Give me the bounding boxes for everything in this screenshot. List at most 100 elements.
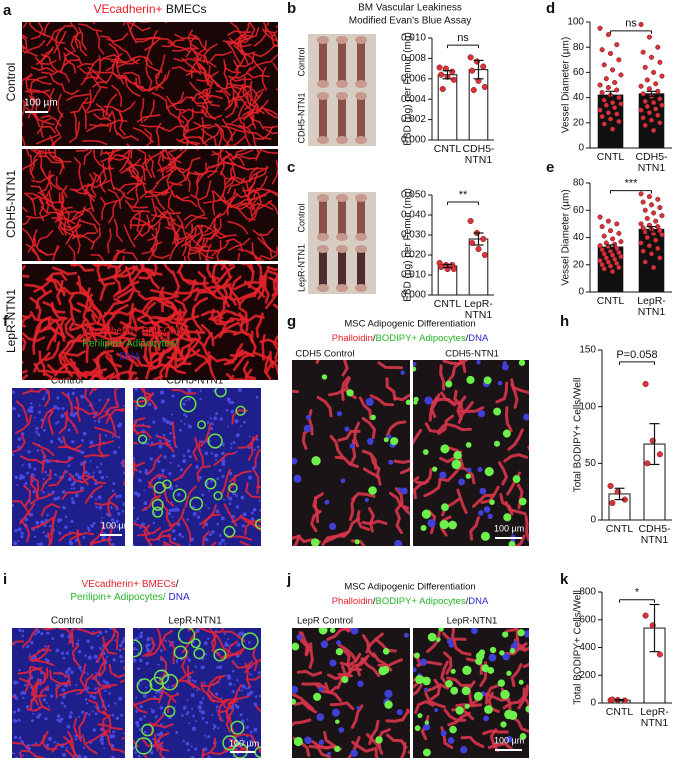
- stain: [133, 491, 139, 496]
- stain: [74, 737, 78, 741]
- stain: [424, 422, 446, 434]
- stain: [223, 64, 229, 90]
- stain: [201, 530, 210, 546]
- micrograph: [133, 388, 261, 546]
- femur-end: [336, 284, 348, 292]
- stain: [84, 484, 103, 504]
- stain: [46, 513, 49, 517]
- x-tick-label: CNTL: [605, 706, 634, 718]
- data-point: [605, 84, 611, 91]
- data-point: [640, 225, 646, 231]
- stain: [168, 173, 190, 186]
- stain: [92, 471, 95, 474]
- stain: [329, 628, 336, 633]
- stain: [366, 438, 374, 445]
- stain: [149, 335, 159, 360]
- stain: [25, 149, 30, 157]
- stain: [292, 693, 315, 711]
- stain: [73, 717, 83, 742]
- stain: [349, 443, 355, 449]
- y-tick-label: 0.004: [401, 94, 426, 105]
- stain: [116, 524, 120, 529]
- stain: [68, 244, 76, 261]
- stain: [122, 502, 125, 506]
- stain: [23, 39, 46, 54]
- stain: [247, 111, 265, 130]
- femur: [338, 247, 346, 290]
- stain: [223, 349, 244, 366]
- stain: [121, 510, 125, 513]
- stain: [238, 312, 249, 336]
- stain: [244, 368, 253, 380]
- stain: [225, 708, 235, 733]
- stain: [17, 539, 20, 542]
- stain: [132, 308, 155, 325]
- stain: [58, 410, 68, 434]
- stain: [235, 505, 240, 509]
- stain: [223, 135, 246, 146]
- stain: [57, 444, 83, 451]
- stain: [184, 214, 208, 221]
- stain: [245, 52, 264, 72]
- stain: [250, 511, 254, 515]
- stain: [73, 323, 91, 343]
- data-point: [640, 248, 646, 254]
- stain: [29, 694, 47, 710]
- stain: [217, 289, 237, 306]
- stain: [213, 416, 218, 421]
- stain: [251, 242, 259, 261]
- stain: [13, 735, 18, 739]
- stain: [69, 22, 73, 26]
- stain: [269, 350, 278, 375]
- panel-title: DNA: [119, 352, 140, 363]
- y-tick-label: 80: [573, 178, 585, 189]
- stain: [46, 317, 65, 336]
- stain: [106, 492, 116, 516]
- stain: [232, 441, 236, 444]
- stain: [253, 469, 260, 495]
- data-point: [657, 96, 663, 102]
- stain: [150, 707, 153, 710]
- stain: [78, 369, 103, 380]
- stain: [96, 465, 99, 469]
- stain: [92, 728, 96, 732]
- stain: [121, 640, 124, 644]
- stain: [182, 705, 187, 710]
- data-point: [603, 255, 609, 261]
- stain: [65, 651, 70, 655]
- column-label: CDH5-NTN1: [167, 376, 224, 387]
- stain: [158, 444, 163, 449]
- stain: [246, 72, 270, 79]
- annotation: ***: [625, 178, 639, 190]
- stain: [173, 223, 183, 247]
- stain: [450, 668, 456, 674]
- stain: [207, 433, 223, 449]
- stain: [100, 149, 104, 156]
- femur: [338, 38, 346, 86]
- row-label: LepR-NTN1: [4, 289, 18, 353]
- stain: [72, 480, 77, 485]
- data-point: [467, 54, 474, 61]
- stain: [223, 525, 236, 538]
- stain: [44, 372, 70, 380]
- y-tick-label: 40: [573, 232, 585, 243]
- stain: [336, 640, 342, 646]
- stain: [458, 478, 466, 486]
- femur-end: [316, 245, 329, 253]
- stain: [205, 243, 212, 261]
- stain: [175, 484, 178, 488]
- stain: [200, 675, 223, 688]
- stain: [223, 503, 238, 527]
- stain: [18, 736, 22, 740]
- stain: [15, 681, 19, 685]
- stain: [116, 287, 141, 299]
- stain: [20, 749, 45, 758]
- stain: [16, 708, 21, 713]
- stain: [171, 508, 175, 512]
- stain: [424, 687, 428, 692]
- title-part: /: [466, 596, 469, 607]
- x-tick-label: CDH5- NTN1: [635, 151, 668, 174]
- stain: [211, 309, 236, 320]
- stain: [167, 41, 191, 53]
